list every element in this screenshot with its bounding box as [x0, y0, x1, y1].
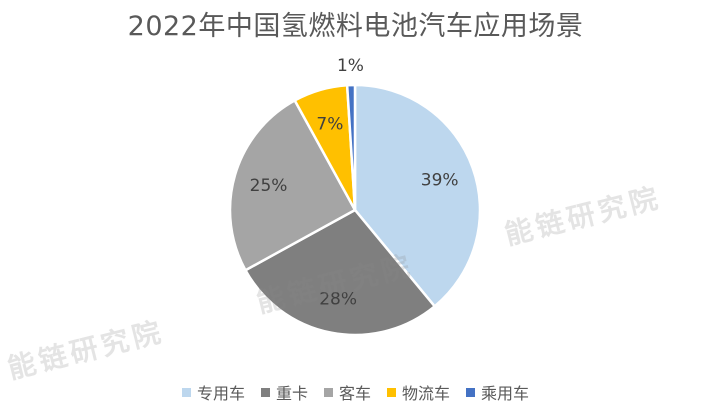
legend-swatch — [181, 387, 191, 397]
chart-legend: 专用车 重卡 客车 物流车 乘用车 — [0, 380, 711, 404]
legend-swatch — [387, 387, 396, 397]
legend-label: 物流车 — [402, 384, 451, 403]
legend-item: 乘用车 — [466, 380, 529, 404]
data-label-2: 28% — [319, 289, 357, 309]
legend-label: 重卡 — [275, 384, 308, 403]
legend-item: 专用车 — [181, 380, 245, 404]
legend-swatch — [260, 387, 270, 397]
legend-swatch — [323, 387, 333, 397]
data-label-3: 25% — [250, 176, 288, 196]
legend-label: 乘用车 — [481, 384, 530, 403]
legend-label: 客车 — [338, 384, 371, 403]
legend-item: 物流车 — [387, 380, 450, 404]
legend-item: 重卡 — [260, 380, 308, 404]
pie-slice-1 — [353, 83, 482, 309]
chart-title: 2022年中国氢燃料电池汽车应用场景 — [127, 11, 584, 42]
pie-slice-2 — [243, 208, 437, 337]
data-label-4: 7% — [316, 115, 343, 135]
legend-swatch — [466, 387, 476, 397]
data-label-5: 1% — [337, 56, 364, 76]
pie-slice-3 — [228, 98, 357, 272]
legend-label: 专用车 — [196, 384, 245, 403]
data-label-1: 39% — [421, 171, 459, 191]
legend-item: 客车 — [323, 380, 371, 404]
pie-slice-5 — [345, 83, 357, 211]
